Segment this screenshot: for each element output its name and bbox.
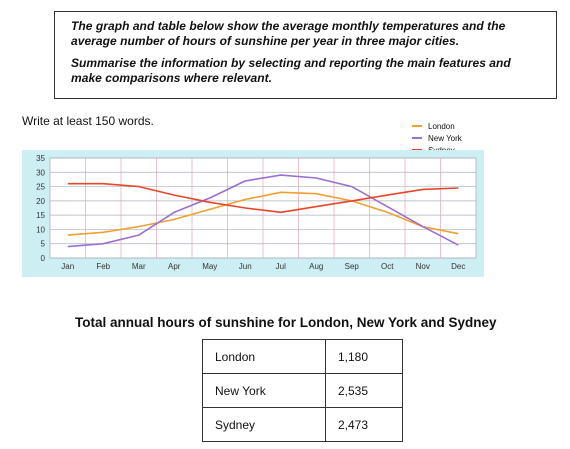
table-row: New York 2,535 [202,373,403,408]
x-tick-label: Oct [381,262,394,271]
word-count-instruction: Write at least 150 words. [22,114,154,128]
x-tick-label: Jan [61,262,74,271]
table-row: London 1,180 [202,339,403,374]
x-tick-label: Jun [239,262,252,271]
series-line-sydney [67,182,459,214]
legend-item-london: London [412,120,480,132]
y-tick-label: 15 [36,211,45,220]
temperature-chart: 0 5 10 15 20 25 30 35 Jan Feb Mar Apr May Jun Jul Aug Se… [22,150,484,277]
table-cell-city: New York [202,373,326,408]
legend-swatch-new-york [412,137,422,139]
x-tick-label: Dec [451,262,465,271]
x-tick-label: Apr [168,262,181,271]
table-cell-hours: 2,473 [325,407,403,442]
x-tick-label: Aug [309,262,323,271]
legend-label-new-york: New York [428,133,462,143]
x-tick-label: Nov [416,262,430,271]
y-tick-label: 35 [36,154,45,163]
x-tick-label: Sep [345,262,360,271]
legend-swatch-london [412,125,422,127]
task-prompt-box: The graph and table below show the avera… [54,11,557,99]
x-tick-label: Mar [132,262,146,271]
table-cell-hours: 2,535 [325,373,403,408]
prompt-text-2: Summarise the information by selecting a… [71,56,511,85]
x-tick-label: Jul [276,262,286,271]
y-tick-label: 20 [36,197,45,206]
sunshine-table: London 1,180 New York 2,535 Sydney 2,473 [202,339,403,442]
table-cell-hours: 1,180 [325,339,403,374]
prompt-text-1: The graph and table below show the avera… [71,19,506,48]
y-tick-label: 30 [36,168,45,177]
x-tick-label: Feb [96,262,110,271]
legend-label-london: London [428,121,455,131]
table-row: Sydney 2,473 [202,407,403,442]
x-tick-label: May [202,262,217,271]
y-tick-label: 5 [41,240,46,249]
table-title: Total annual hours of sunshine for Londo… [75,315,497,330]
series-line-london [67,191,459,236]
legend-item-new-york: New York [412,132,480,144]
y-tick-label: 0 [41,254,46,263]
y-tick-label: 25 [36,183,45,192]
table-cell-city: London [202,339,326,374]
y-tick-label: 10 [36,225,45,234]
temperature-line-chart: 0 5 10 15 20 25 30 35 Jan Feb Mar Apr May Jun Jul Aug Se… [36,154,477,271]
table-cell-city: Sydney [202,407,326,442]
series-line-new-york [67,174,459,248]
